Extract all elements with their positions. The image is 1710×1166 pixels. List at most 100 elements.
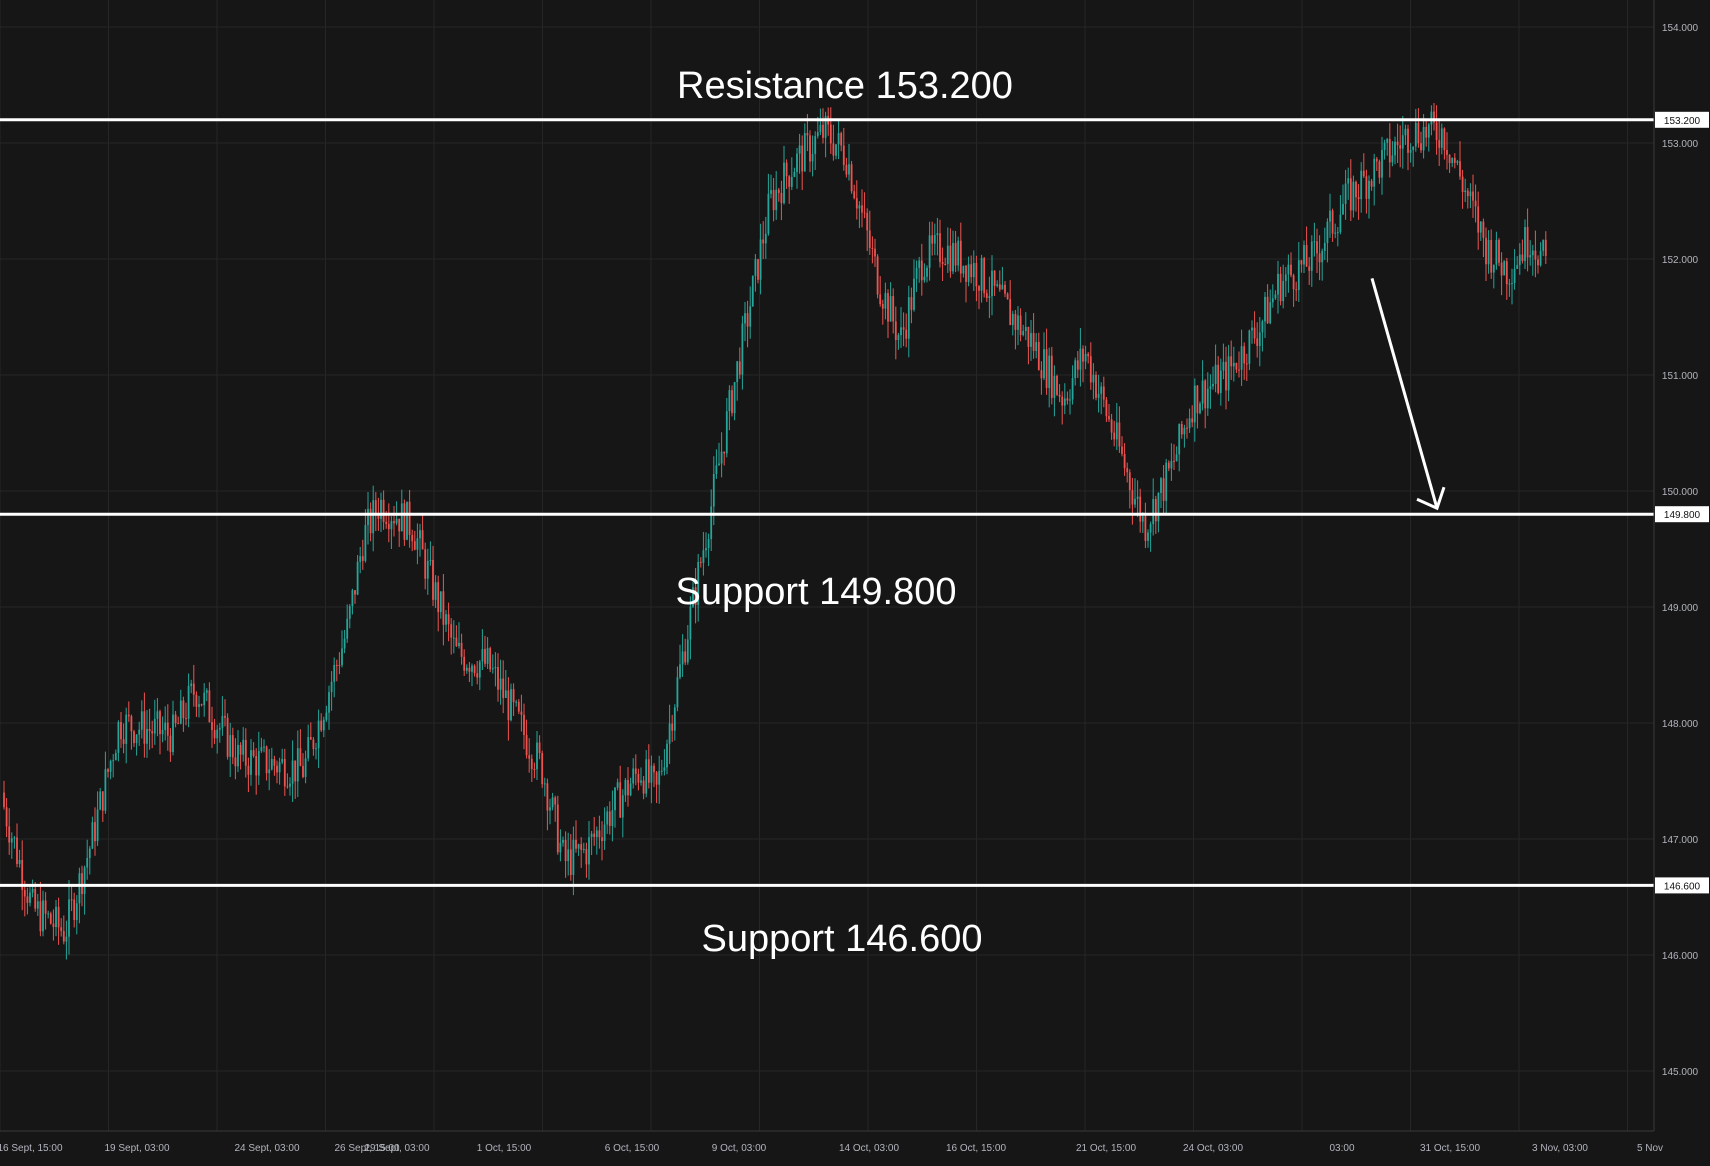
candle-body bbox=[307, 737, 310, 759]
candle-body bbox=[837, 133, 840, 145]
candle-body bbox=[1310, 241, 1313, 271]
candle-body bbox=[328, 692, 330, 713]
candle-body bbox=[23, 889, 26, 897]
candle-body bbox=[387, 523, 390, 530]
candle-body bbox=[1256, 338, 1259, 346]
candle-body bbox=[946, 245, 949, 265]
x-tick-label: 1 Oct, 15:00 bbox=[477, 1143, 532, 1154]
candle-body bbox=[1199, 403, 1201, 414]
candle-body bbox=[1396, 141, 1399, 146]
candle-body bbox=[1505, 261, 1508, 285]
candle-body bbox=[1375, 158, 1378, 162]
candle-body bbox=[671, 723, 674, 731]
candle-body bbox=[603, 824, 606, 842]
candle-body bbox=[1409, 149, 1412, 153]
candle-body bbox=[463, 656, 466, 671]
candle-body bbox=[356, 561, 359, 595]
candle-body bbox=[1001, 284, 1004, 290]
level-axis-label: 153.200 bbox=[1664, 116, 1701, 127]
candle-body bbox=[382, 499, 385, 522]
candle-body bbox=[1334, 232, 1337, 234]
candle-body bbox=[1102, 386, 1105, 400]
candle-body bbox=[161, 730, 164, 735]
candle-body bbox=[26, 896, 29, 903]
candle-body bbox=[692, 587, 694, 607]
candle-body bbox=[1097, 393, 1100, 398]
candle-body bbox=[481, 649, 484, 662]
candle-body bbox=[853, 191, 856, 199]
candle-body bbox=[1243, 346, 1246, 364]
candle-body bbox=[218, 727, 221, 730]
candle-body bbox=[70, 899, 73, 901]
candle-body bbox=[1105, 399, 1108, 417]
candle-body bbox=[577, 844, 580, 849]
candle-body bbox=[887, 293, 889, 322]
candle-body bbox=[1089, 356, 1092, 383]
candle-body bbox=[400, 503, 403, 532]
candle-body bbox=[237, 744, 239, 767]
candle-body bbox=[434, 582, 437, 600]
candle-body bbox=[978, 286, 980, 291]
price-axis[interactable]: 154.000 153.000 152.000 151.000 150.000 149.0… bbox=[1662, 23, 1699, 1078]
candle-body bbox=[73, 899, 76, 920]
candle-body bbox=[1022, 330, 1025, 336]
candle-body bbox=[1217, 364, 1220, 394]
arrow-shaft bbox=[1370, 277, 1439, 509]
candle-body bbox=[910, 297, 913, 310]
candle-body bbox=[980, 258, 983, 291]
candle-body bbox=[1024, 327, 1027, 331]
candle-body bbox=[1058, 394, 1061, 397]
candle-body bbox=[8, 826, 11, 843]
candle-body bbox=[770, 190, 772, 194]
candle-body bbox=[718, 463, 720, 466]
candle-body bbox=[1347, 178, 1350, 184]
candle-body bbox=[101, 791, 104, 811]
grid bbox=[0, 0, 1654, 1131]
candle-body bbox=[1214, 364, 1217, 384]
candle-body bbox=[166, 722, 169, 736]
candle-body bbox=[983, 258, 986, 294]
candle-body bbox=[1035, 341, 1038, 351]
candle-body bbox=[177, 723, 180, 725]
candle-body bbox=[762, 239, 765, 244]
candle-body bbox=[21, 859, 24, 890]
candle-body bbox=[933, 235, 936, 244]
candle-body bbox=[429, 560, 432, 562]
candle-body bbox=[858, 205, 861, 209]
candle-body bbox=[369, 508, 372, 534]
candle-body bbox=[374, 500, 377, 515]
candle-body bbox=[1087, 353, 1090, 357]
candle-body bbox=[65, 936, 68, 942]
time-axis[interactable]: 16 Sept, 15:00 19 Sept, 03:00 24 Sept, 03:… bbox=[0, 1143, 1663, 1154]
support-annotation: Support 149.800 bbox=[675, 571, 956, 613]
candle-body bbox=[720, 451, 723, 464]
candle-body bbox=[567, 849, 570, 862]
candle-body bbox=[515, 701, 518, 703]
candle-body bbox=[221, 715, 224, 728]
candle-body bbox=[572, 839, 575, 875]
candle-body bbox=[507, 690, 510, 721]
candle-body bbox=[715, 465, 718, 475]
candle-body bbox=[1518, 254, 1521, 266]
candle-body bbox=[1368, 180, 1370, 199]
levels bbox=[0, 118, 1654, 887]
candle-body bbox=[660, 770, 663, 772]
candle-body bbox=[697, 561, 700, 606]
candle-body bbox=[1323, 243, 1326, 251]
candle-body bbox=[198, 704, 200, 707]
candle-body bbox=[1508, 283, 1511, 285]
candle-body bbox=[1297, 260, 1300, 290]
candle-body bbox=[122, 739, 125, 744]
candle-body bbox=[1308, 266, 1311, 271]
candle-body bbox=[304, 758, 307, 777]
candle-body bbox=[1006, 293, 1009, 300]
candle-body bbox=[637, 773, 640, 783]
candle-body bbox=[1287, 264, 1290, 275]
candle-body bbox=[874, 248, 876, 257]
candle-body bbox=[611, 810, 614, 826]
candle-body bbox=[512, 689, 515, 703]
candle-body bbox=[1014, 313, 1017, 330]
candle-body bbox=[107, 769, 109, 772]
